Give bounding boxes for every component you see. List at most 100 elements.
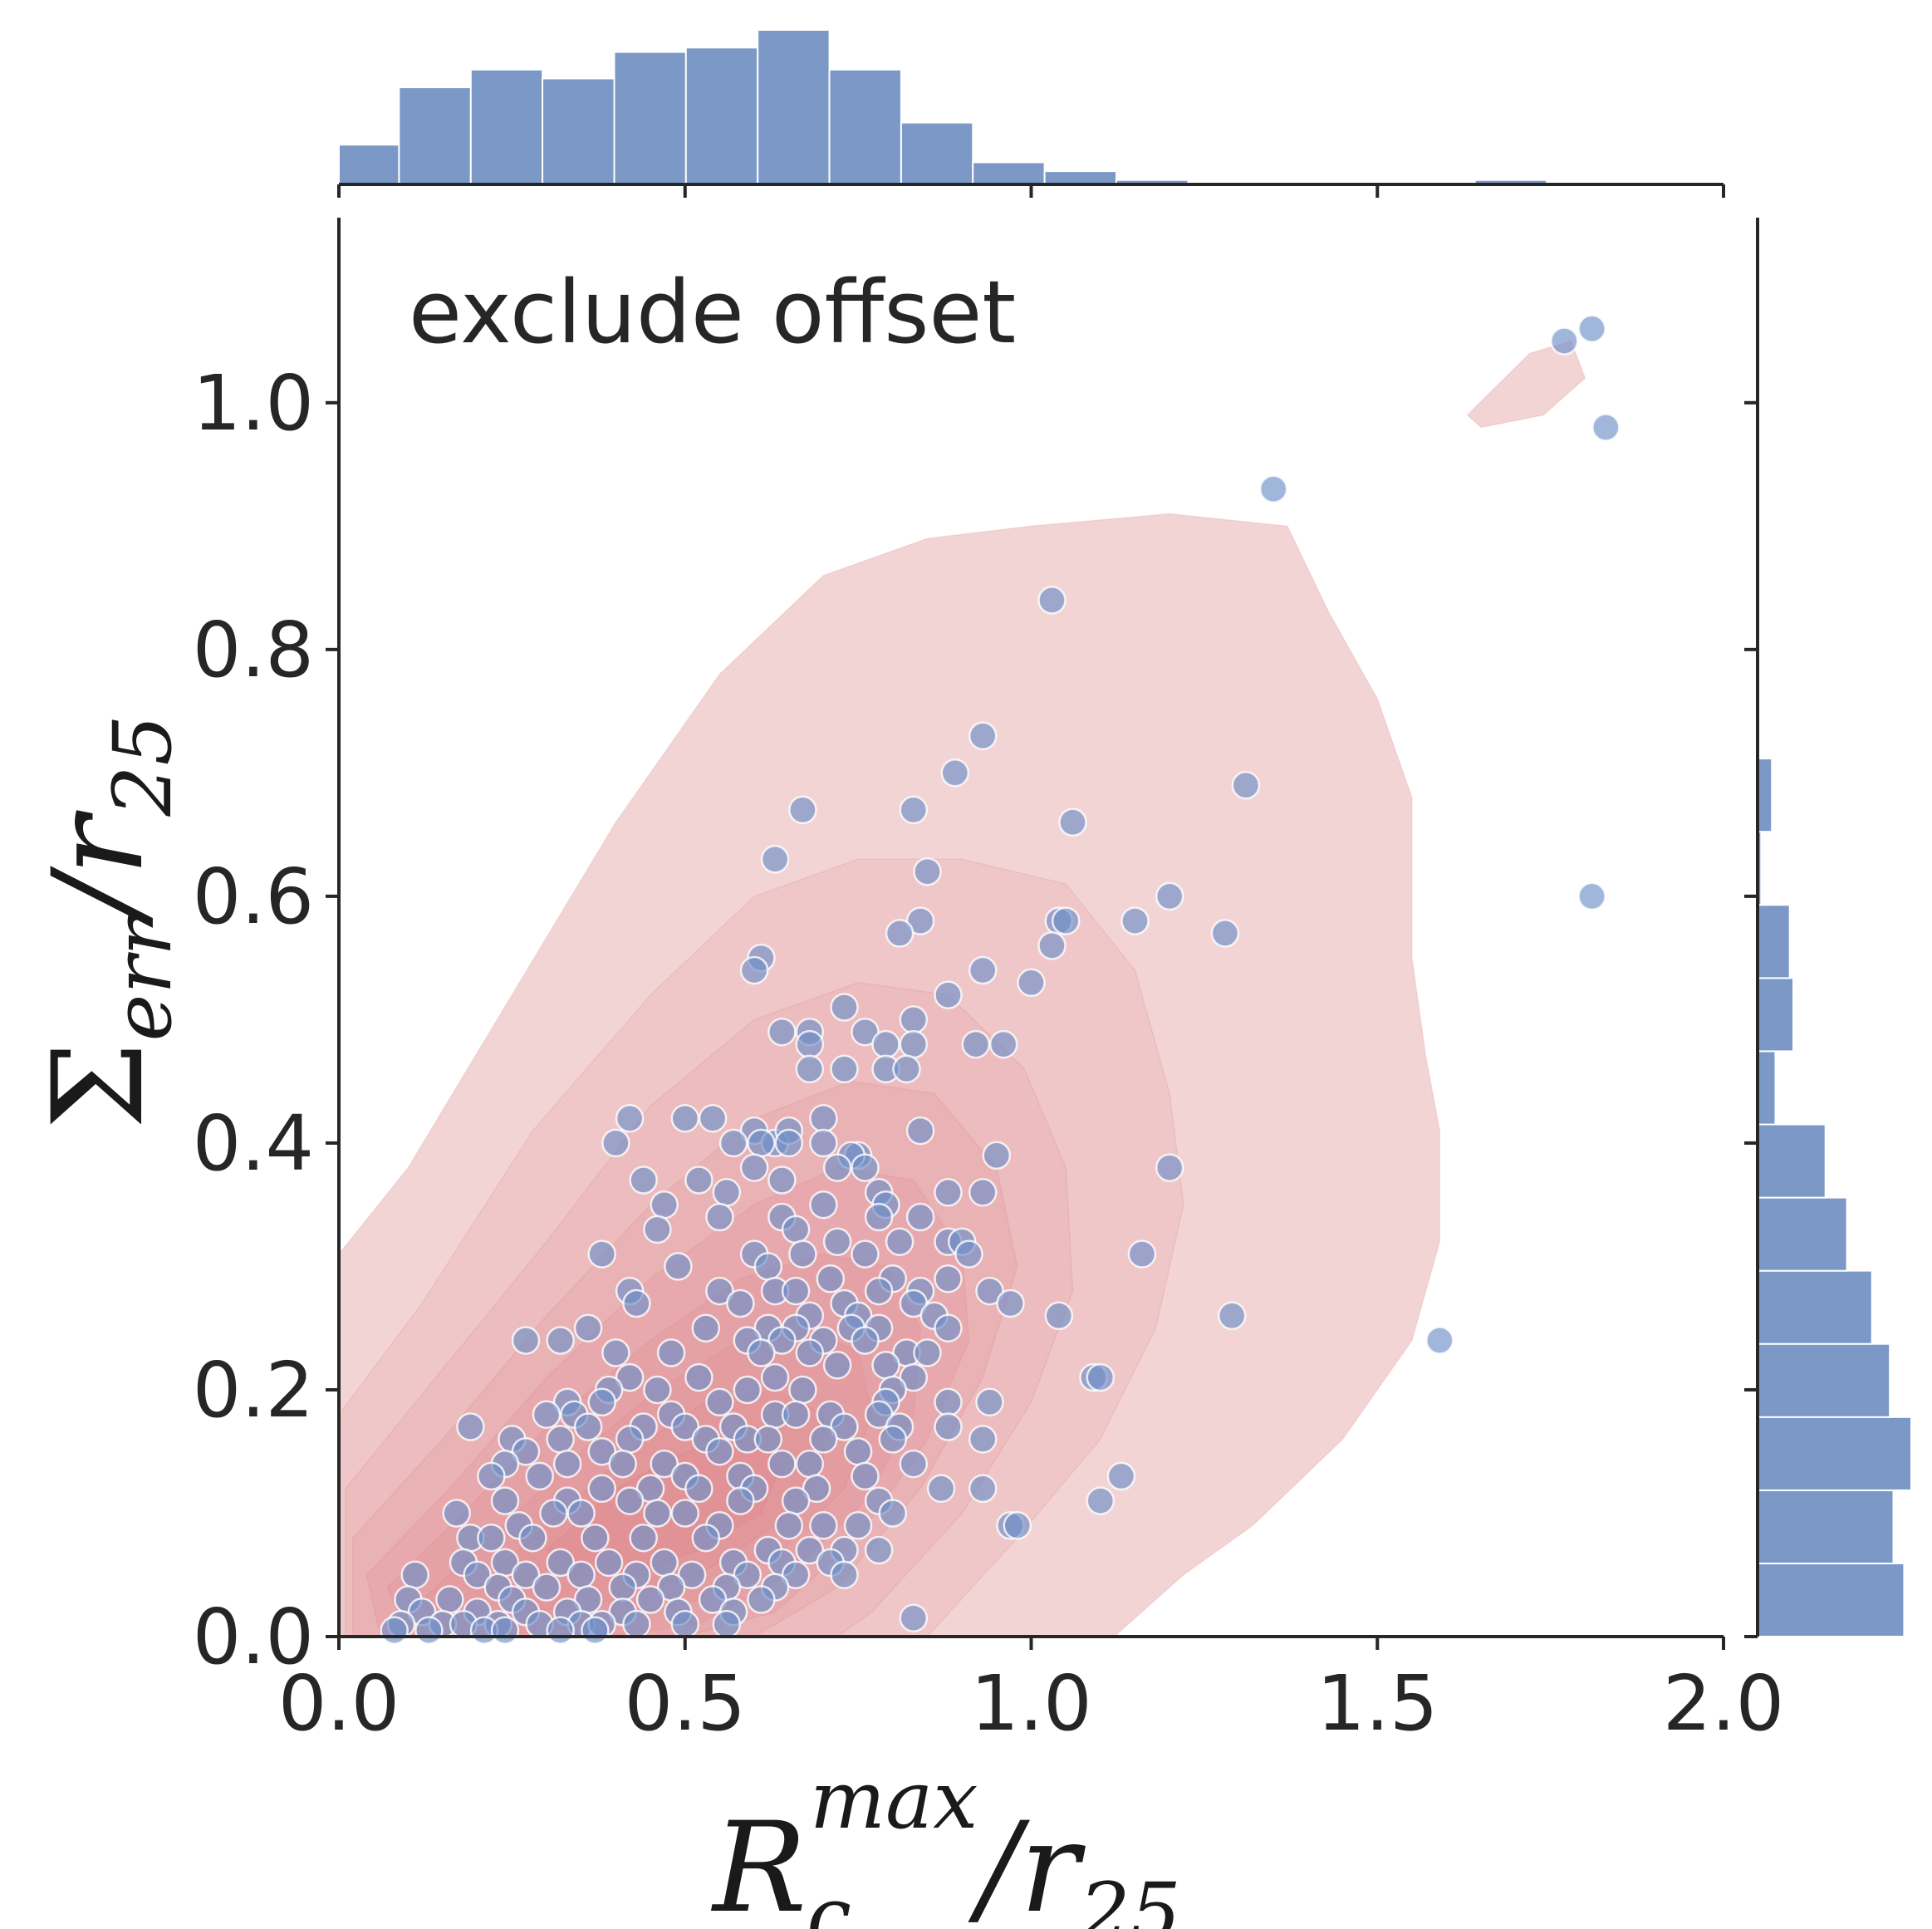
- scatter-point: [822, 1227, 852, 1256]
- scatter-point: [899, 1029, 929, 1059]
- x-label-main: R: [710, 1796, 807, 1929]
- scatter-point: [664, 1252, 693, 1281]
- scatter-point: [753, 1252, 783, 1281]
- scatter-point: [843, 1436, 873, 1466]
- scatter-point: [698, 1585, 728, 1614]
- scatter-point: [726, 1486, 755, 1515]
- scatter-point: [1577, 881, 1606, 911]
- scatter-point: [643, 1499, 672, 1528]
- scatter-point: [795, 1449, 825, 1479]
- scatter-point: [1425, 1326, 1454, 1355]
- scatter-point: [691, 1523, 721, 1553]
- x-tick-label: 2.0: [1663, 1659, 1784, 1748]
- scatter-point: [511, 1326, 541, 1355]
- y-tick-label: 1.0: [193, 359, 314, 448]
- scatter-point: [961, 1029, 991, 1059]
- scatter-point: [788, 1239, 817, 1269]
- scatter-point: [851, 1017, 880, 1047]
- x-hist-bar: [972, 161, 1046, 185]
- x-tick-label: 1.5: [1317, 1659, 1438, 1748]
- scatter-point: [760, 845, 790, 874]
- scatter-point: [733, 1560, 763, 1589]
- x-hist-bar: [828, 68, 902, 185]
- scatter-point: [1550, 326, 1579, 356]
- scatter-point: [684, 1362, 713, 1392]
- scatter-point: [705, 1276, 734, 1306]
- scatter-point: [934, 1387, 963, 1417]
- scatter-point: [456, 1412, 485, 1441]
- y-hist-bar: [1757, 1342, 1891, 1418]
- scatter-point: [1017, 968, 1046, 998]
- scatter-point: [864, 1202, 894, 1232]
- scatter-point: [795, 1338, 825, 1367]
- scatter-point: [926, 1474, 956, 1504]
- scatter-point: [851, 1326, 880, 1355]
- scatter-point: [587, 1474, 616, 1504]
- scatter-point: [899, 1005, 929, 1034]
- scatter-point: [795, 1535, 825, 1565]
- x-hist-bar: [542, 77, 615, 185]
- scatter-point: [442, 1499, 471, 1528]
- scatter-point: [629, 1523, 658, 1553]
- scatter-point: [1258, 474, 1288, 503]
- x-tick-label: 0.0: [278, 1659, 400, 1748]
- x-hist-bar: [398, 86, 472, 185]
- scatter-point: [615, 1103, 645, 1133]
- x-hist-bar: [613, 51, 687, 185]
- scatter-point: [435, 1585, 464, 1614]
- scatter-point: [905, 906, 935, 935]
- scatter-point: [747, 1128, 776, 1158]
- scatter-point: [968, 1425, 998, 1454]
- scatter-point: [1120, 906, 1150, 935]
- scatter-point: [670, 1103, 700, 1133]
- y-hist-bar: [1757, 1123, 1827, 1199]
- scatter-point: [822, 1153, 852, 1182]
- scatter-point: [656, 1338, 686, 1367]
- scatter-point: [767, 1449, 797, 1479]
- y-hist-bar: [1757, 977, 1794, 1053]
- scatter-point: [885, 1227, 915, 1256]
- y-axis-label: Σerr/r25: [27, 714, 189, 1129]
- y-hist-bar: [1757, 758, 1773, 833]
- scatter-point: [739, 955, 769, 985]
- scatter-point: [643, 1215, 672, 1244]
- scatter-point: [552, 1449, 582, 1479]
- scatter-point: [802, 1474, 831, 1504]
- x-label-superscript: max: [810, 1754, 978, 1847]
- scatter-point: [629, 1166, 658, 1195]
- scatter-point: [532, 1400, 561, 1429]
- scatter-point: [581, 1523, 610, 1553]
- scatter-point: [1003, 1511, 1032, 1540]
- scatter-point: [871, 1351, 900, 1380]
- scatter-point: [774, 1128, 804, 1158]
- scatter-point: [650, 1548, 679, 1578]
- scatter-point: [573, 1412, 603, 1441]
- x-hist-bar: [1043, 170, 1117, 186]
- scatter-point: [940, 758, 970, 788]
- scatter-point: [1086, 1486, 1116, 1515]
- x-hist-bar: [900, 121, 974, 186]
- scatter-point: [650, 1449, 679, 1479]
- ticks: 0.0 0.5 1.0 1.5 2.0 0.0 0.2 0.4 0.6 0.8 1.0: [193, 184, 1784, 1748]
- scatter-point: [781, 1486, 811, 1515]
- x-marginal-histogram: [338, 29, 1548, 186]
- scatter-point: [809, 1128, 838, 1158]
- scatter-point: [851, 1239, 880, 1269]
- scatter-point: [767, 1166, 797, 1195]
- x-hist-bar: [469, 68, 544, 185]
- scatter-point: [546, 1548, 575, 1578]
- scatter-point: [670, 1499, 700, 1528]
- scatter-point: [781, 1560, 811, 1589]
- scatter-point: [795, 1054, 825, 1084]
- scatter-point: [670, 1412, 700, 1441]
- scatter-point: [905, 1202, 935, 1232]
- x-label-rest-subscript: 25: [1079, 1866, 1181, 1929]
- scatter-point: [816, 1264, 846, 1293]
- scatter-point: [400, 1560, 429, 1589]
- y-tick-label: 0.4: [193, 1099, 314, 1188]
- scatter-point: [581, 1616, 610, 1645]
- scatter-point: [913, 857, 942, 886]
- scatter-point: [1106, 1461, 1136, 1491]
- scatter-point: [934, 1264, 963, 1293]
- scatter-point: [684, 1166, 713, 1195]
